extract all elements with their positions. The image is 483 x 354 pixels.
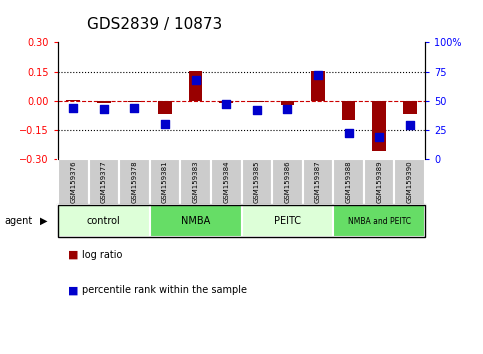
Point [253,107,261,113]
Bar [364,159,395,205]
Bar [150,159,180,205]
Text: ■: ■ [68,250,78,260]
Point [192,77,199,82]
Text: GSM159389: GSM159389 [376,160,382,203]
Point [222,101,230,107]
Text: GSM159387: GSM159387 [315,160,321,203]
Bar [180,159,211,205]
Text: GSM159376: GSM159376 [70,160,76,203]
Bar [158,101,172,114]
Point [100,106,108,112]
Bar [372,101,386,151]
Bar [333,159,364,205]
Text: GDS2839 / 10873: GDS2839 / 10873 [87,17,222,32]
Text: GSM159390: GSM159390 [407,160,413,203]
Point [130,105,138,110]
Text: GSM159383: GSM159383 [193,160,199,203]
Point [375,134,383,139]
Bar [242,159,272,205]
Bar [250,101,264,102]
Point [406,122,413,128]
Point [161,121,169,127]
Text: GSM159386: GSM159386 [284,160,290,203]
Bar [281,101,294,104]
Point [70,105,77,110]
Point [345,130,353,136]
Bar [119,159,150,205]
Bar [97,101,111,103]
Bar [341,101,355,120]
Text: control: control [87,216,121,226]
Point [284,106,291,112]
Bar [272,159,303,205]
Bar [88,159,119,205]
Bar [395,159,425,205]
Text: log ratio: log ratio [82,250,123,260]
Text: GSM159381: GSM159381 [162,160,168,203]
Text: ▶: ▶ [40,216,47,226]
Text: NMBA: NMBA [181,216,210,226]
Text: NMBA and PEITC: NMBA and PEITC [348,217,411,226]
Text: PEITC: PEITC [274,216,301,226]
Text: GSM159384: GSM159384 [223,160,229,203]
Bar [219,101,233,103]
Bar [189,70,202,101]
Bar [211,159,242,205]
Bar [66,100,80,101]
Bar [303,159,333,205]
Text: GSM159388: GSM159388 [345,160,352,203]
Text: percentile rank within the sample: percentile rank within the sample [82,285,247,295]
Text: agent: agent [5,216,33,226]
Bar [311,70,325,101]
Bar [403,101,417,114]
Point [314,72,322,78]
Bar [58,159,88,205]
Text: GSM159378: GSM159378 [131,160,138,203]
Text: GSM159377: GSM159377 [101,160,107,203]
Text: GSM159385: GSM159385 [254,160,260,203]
Bar [128,101,142,102]
Text: ■: ■ [68,285,78,295]
